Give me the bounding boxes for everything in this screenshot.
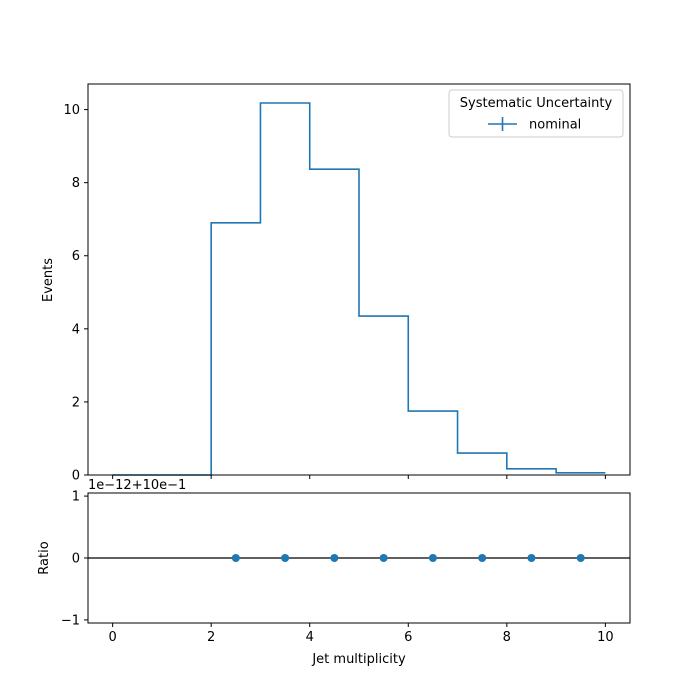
main-y-axis-label: Events — [41, 258, 56, 302]
ratio-points — [231, 554, 585, 562]
ratio-y-tick-label: 1 — [72, 490, 80, 505]
main-y-tick-label: 0 — [72, 469, 80, 484]
legend: Systematic Uncertainty nominal — [448, 89, 624, 138]
main-x-ticks — [112, 475, 606, 479]
main-y-tick-label: 2 — [72, 395, 80, 410]
main-y-tick-label: 10 — [63, 103, 80, 118]
main-y-tick-label: 6 — [72, 249, 80, 264]
ratio-x-tick-label: 10 — [597, 630, 614, 645]
legend-title: Systematic Uncertainty — [460, 96, 613, 111]
ratio-x-tick-label: 4 — [306, 630, 314, 645]
histogram-step-line — [112, 102, 606, 476]
x-axis-label: Jet multiplicity — [311, 652, 406, 667]
ratio-axes-frame — [87, 492, 631, 624]
ratio-panel: −1 0 1 0 2 4 6 8 10 1e−12+10e−1 Ratio Jet multi… — [37, 478, 631, 667]
main-y-tick-label: 4 — [72, 322, 80, 337]
ratio-x-ticks: 0 2 4 6 8 10 — [108, 623, 614, 645]
main-y-tick-label: 8 — [72, 176, 80, 191]
legend-entry-nominal: nominal — [529, 118, 581, 133]
ratio-point — [478, 554, 487, 562]
ratio-point — [330, 554, 339, 562]
main-axes-frame — [87, 83, 631, 476]
ratio-y-ticks: −1 0 1 — [61, 490, 88, 628]
ratio-point — [576, 554, 585, 562]
ratio-x-tick-label: 6 — [404, 630, 412, 645]
ratio-point — [379, 554, 388, 562]
ratio-point — [428, 554, 437, 562]
ratio-y-tick-label: −1 — [61, 613, 80, 628]
ratio-x-tick-label: 0 — [108, 630, 116, 645]
main-y-ticks: 0 2 4 6 8 10 — [63, 103, 88, 484]
legend-box — [448, 89, 624, 138]
ratio-offset-text: 1e−12+10e−1 — [88, 478, 186, 493]
ratio-y-tick-label: 0 — [72, 552, 80, 567]
main-panel: 0 2 4 6 8 10 Events Systematic Uncertainty no… — [41, 83, 631, 484]
ratio-point — [527, 554, 536, 562]
ratio-point — [281, 554, 290, 562]
ratio-x-tick-label: 8 — [503, 630, 511, 645]
ratio-point — [231, 554, 240, 562]
ratio-x-tick-label: 2 — [207, 630, 215, 645]
ratio-y-axis-label: Ratio — [37, 541, 52, 574]
